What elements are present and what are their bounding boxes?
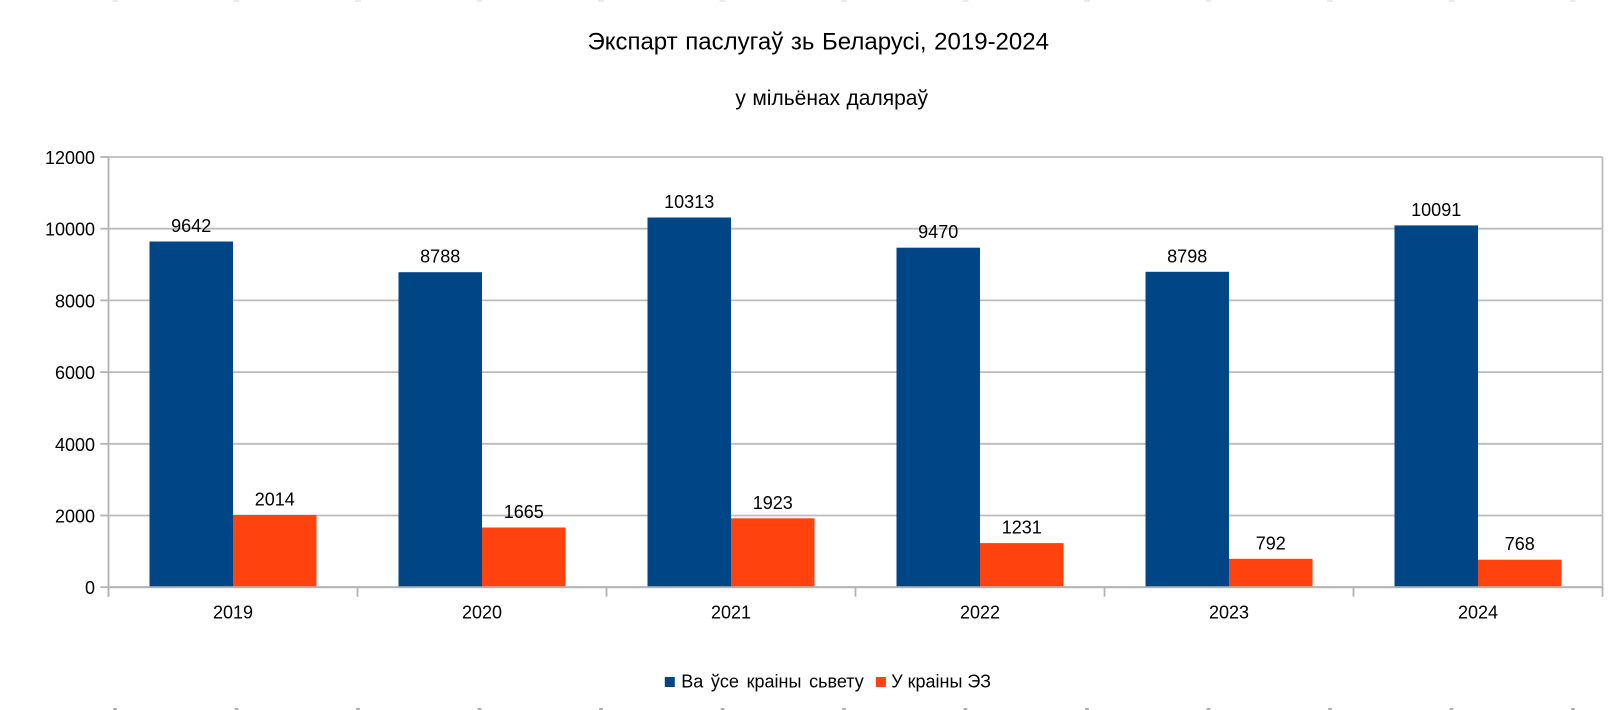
svg-text:0: 0 — [85, 578, 95, 598]
svg-text:6000: 6000 — [55, 363, 95, 383]
svg-text:У краіны ЭЗ: У краіны ЭЗ — [891, 671, 991, 691]
svg-text:768: 768 — [1505, 534, 1535, 554]
svg-text:Экспарт паслугаў зь Беларусі,: Экспарт паслугаў зь Беларусі, 2019-2024 — [587, 28, 1049, 55]
svg-text:2014: 2014 — [255, 490, 295, 510]
svg-text:792: 792 — [1256, 533, 1286, 553]
svg-text:9470: 9470 — [918, 222, 958, 242]
svg-text:4000: 4000 — [55, 435, 95, 455]
svg-text:у мільёнах даляраў: у мільёнах даляраў — [735, 87, 928, 110]
svg-text:2000: 2000 — [55, 507, 95, 527]
svg-text:2020: 2020 — [462, 603, 502, 623]
svg-text:2023: 2023 — [1209, 603, 1249, 623]
svg-text:2024: 2024 — [1458, 603, 1498, 623]
svg-text:1665: 1665 — [504, 502, 544, 522]
svg-text:12000: 12000 — [45, 148, 95, 168]
svg-text:Ва ўсе краіны сьвету: Ва ўсе краіны сьвету — [681, 671, 864, 691]
svg-text:9642: 9642 — [171, 216, 211, 236]
svg-text:8798: 8798 — [1167, 246, 1207, 266]
svg-text:10091: 10091 — [1411, 200, 1461, 220]
svg-text:1231: 1231 — [1002, 518, 1042, 538]
svg-text:10313: 10313 — [664, 192, 714, 212]
svg-text:8788: 8788 — [420, 247, 460, 267]
svg-text:2021: 2021 — [711, 603, 751, 623]
svg-text:2019: 2019 — [213, 603, 253, 623]
svg-text:10000: 10000 — [45, 220, 95, 240]
svg-text:8000: 8000 — [55, 291, 95, 311]
svg-text:1923: 1923 — [753, 493, 793, 513]
svg-text:2022: 2022 — [960, 603, 1000, 623]
